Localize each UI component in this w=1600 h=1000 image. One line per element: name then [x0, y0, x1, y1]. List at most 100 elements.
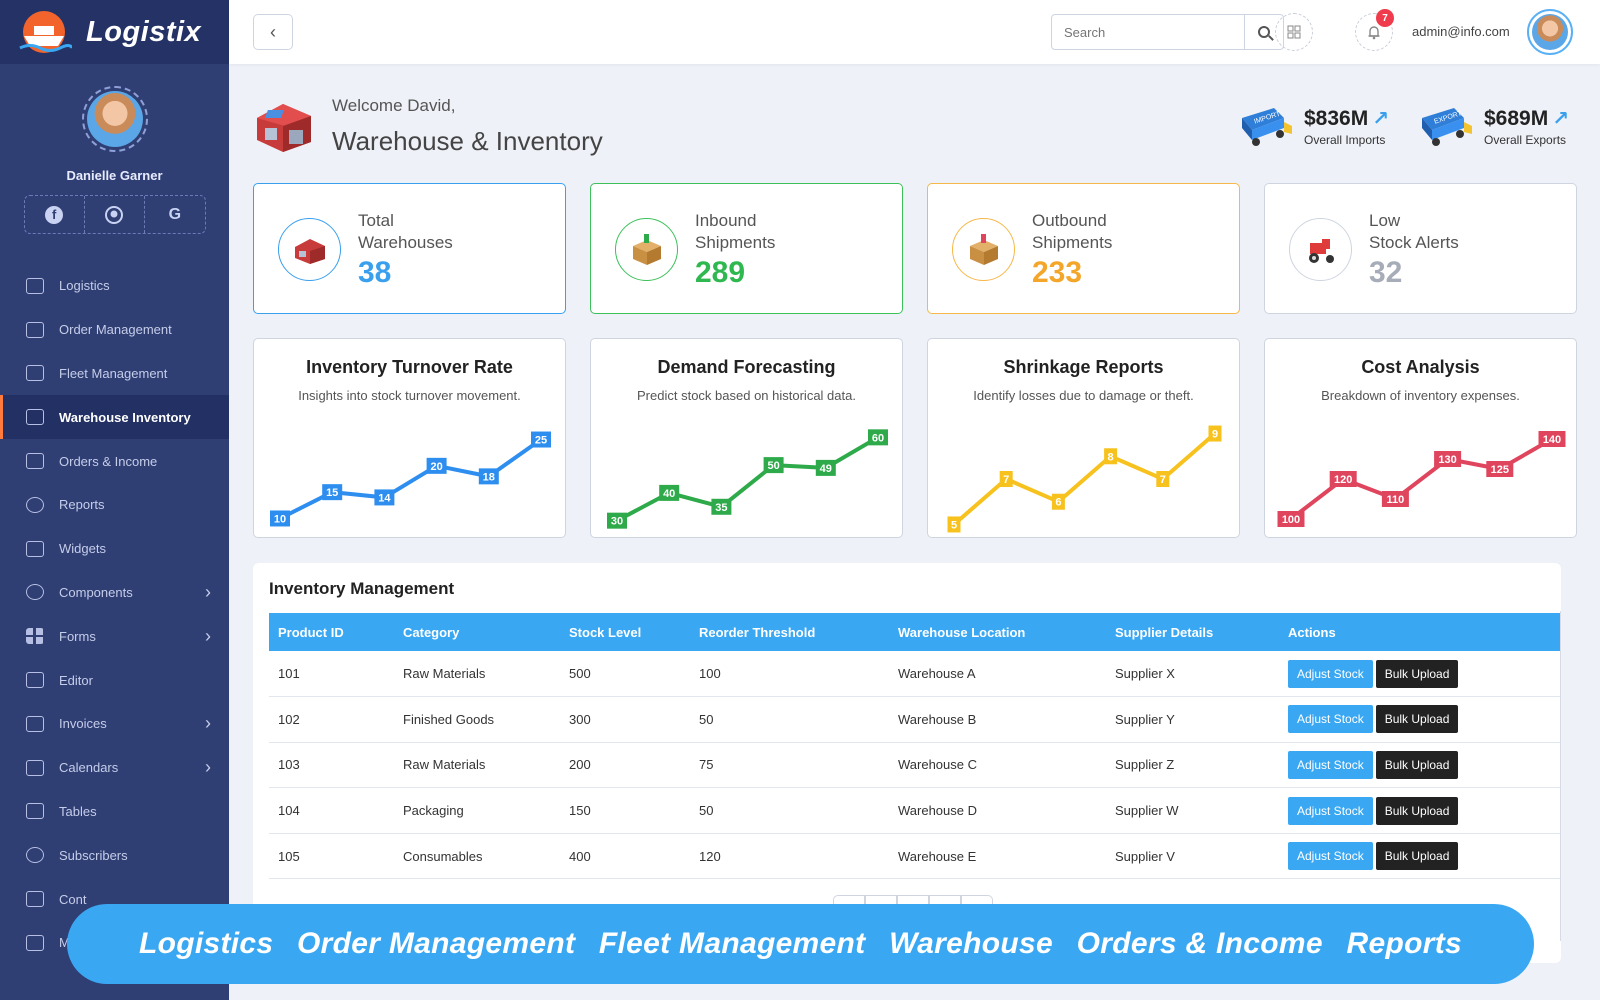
table-cell: Finished Goods	[394, 696, 560, 743]
sidebar-item-reports[interactable]: Reports	[0, 483, 229, 527]
sidebar-nav: Logistics Order Management Fleet Managemen…	[0, 264, 229, 965]
line-chart: 100 120 110 130 125 140	[1277, 431, 1566, 527]
table-cell: Warehouse C	[889, 742, 1106, 789]
table-cell: 103	[269, 742, 394, 789]
stat-card-shipments[interactable]: Inbound Shipments 289	[590, 183, 903, 314]
column-header[interactable]: Actions	[1279, 613, 1561, 651]
column-header[interactable]: Stock Level	[560, 613, 690, 651]
adjust-stock-button[interactable]: Adjust Stock	[1288, 705, 1373, 734]
column-header[interactable]: Reorder Threshold	[690, 613, 889, 651]
sidebar-item-label: Calendars	[59, 760, 119, 776]
column-header[interactable]: Category	[394, 613, 560, 651]
ship-logo-icon	[16, 10, 74, 54]
sidebar-item-forms[interactable]: Forms ›	[0, 614, 229, 658]
data-label: 125	[1491, 464, 1509, 476]
collapse-sidebar-button[interactable]: ‹	[253, 14, 293, 50]
table-cell: Warehouse E	[889, 833, 1106, 880]
sidebar-item-orders-income[interactable]: Orders & Income	[0, 439, 229, 483]
sidebar-item-m[interactable]: M	[0, 921, 229, 965]
outbound-box-icon	[952, 218, 1015, 281]
actions-cell: Adjust Stock Bulk Upload	[1279, 742, 1561, 789]
chart-subtitle: Identify losses due to damage or theft.	[973, 388, 1194, 403]
chart-card-cost-analysis[interactable]: Cost Analysis Breakdown of inventory expe…	[1264, 338, 1577, 538]
adjust-stock-button[interactable]: Adjust Stock	[1288, 659, 1373, 688]
table-cell: Supplier X	[1106, 651, 1279, 698]
table-cell: Supplier W	[1106, 787, 1279, 834]
data-point	[1051, 493, 1065, 510]
adjust-stock-button[interactable]: Adjust Stock	[1288, 750, 1373, 779]
chevron-right-icon: ›	[205, 757, 211, 778]
series-line	[616, 435, 880, 523]
data-label: 6	[1055, 497, 1061, 509]
sidebar-item-invoices[interactable]: Invoices ›	[0, 702, 229, 746]
table-cell: 50	[690, 696, 889, 743]
sidebar-item-components[interactable]: Components ›	[0, 571, 229, 615]
data-point	[815, 459, 836, 476]
search-box	[1051, 14, 1284, 50]
user-email[interactable]: admin@info.com	[1412, 24, 1510, 39]
banner-item: Reports	[1346, 927, 1462, 960]
data-point	[999, 471, 1013, 487]
data-point	[1277, 511, 1305, 527]
profile-avatar[interactable]	[81, 86, 148, 152]
sidebar-item-editor[interactable]: Editor	[0, 658, 229, 702]
sidebar-item-subscribers[interactable]: Subscribers	[0, 833, 229, 877]
data-label: 8	[1108, 451, 1114, 463]
brand[interactable]: Logistix	[0, 0, 229, 64]
sidebar-item-logistics[interactable]: Logistics	[0, 264, 229, 308]
column-header[interactable]: Supplier Details	[1106, 613, 1279, 651]
google-icon[interactable]: G	[168, 205, 182, 223]
chevron-right-icon: ›	[205, 713, 211, 734]
apps-button[interactable]	[1275, 13, 1313, 51]
table-cell: 101	[269, 651, 394, 698]
sidebar-item-tables[interactable]: Tables	[0, 790, 229, 834]
bulk-upload-button[interactable]: Bulk Upload	[1375, 705, 1459, 734]
calendar-icon	[26, 759, 44, 776]
sidebar-item-fleet-management[interactable]: Fleet Management	[0, 352, 229, 396]
adjust-stock-button[interactable]: Adjust Stock	[1288, 842, 1373, 871]
bulk-upload-button[interactable]: Bulk Upload	[1375, 796, 1459, 825]
data-point	[322, 484, 343, 501]
stat-card-stock-alerts[interactable]: Low Stock Alerts 32	[1264, 183, 1577, 314]
data-label: 49	[820, 463, 832, 475]
user-avatar[interactable]	[1527, 9, 1573, 55]
sidebar-item-cont[interactable]: Cont	[0, 877, 229, 921]
data-point	[947, 516, 961, 533]
notifications-button[interactable]: 7	[1355, 9, 1394, 51]
table-cell: Warehouse D	[889, 787, 1106, 834]
chart-card-demand-forecasting[interactable]: Demand Forecasting Predict stock based on…	[590, 338, 903, 538]
bulk-upload-button[interactable]: Bulk Upload	[1375, 750, 1459, 779]
facebook-icon[interactable]: f	[25, 196, 85, 233]
tractor-icon	[1289, 218, 1352, 281]
data-label: 30	[611, 516, 623, 528]
actions-cell: Adjust Stock Bulk Upload	[1279, 696, 1561, 743]
exports-value: $689M	[1484, 106, 1549, 130]
sidebar-item-label: Components	[59, 584, 133, 600]
chart-card-shrinkage-reports[interactable]: Shrinkage Reports Identify losses due to …	[927, 338, 1240, 538]
chevron-left-icon: ‹	[270, 21, 276, 42]
search-input[interactable]	[1052, 15, 1244, 49]
inventory-title: Inventory Management	[269, 579, 455, 598]
sidebar-item-warehouse-inventory[interactable]: Warehouse Inventory	[0, 395, 229, 440]
table-cell: Supplier V	[1106, 833, 1279, 880]
topbar: ‹ 7 admin@info.com	[229, 0, 1600, 64]
truck-icon	[26, 321, 44, 338]
chart-card-inventory-turnover-rate[interactable]: Inventory Turnover Rate Insights into sto…	[253, 338, 566, 538]
bulk-upload-button[interactable]: Bulk Upload	[1375, 842, 1459, 871]
stat-card-warehouses[interactable]: Total Warehouses 38	[253, 183, 566, 314]
github-icon[interactable]	[85, 196, 146, 233]
sidebar-item-label: Warehouse Inventory	[59, 409, 191, 425]
adjust-stock-button[interactable]: Adjust Stock	[1288, 796, 1373, 825]
sidebar-item-order-management[interactable]: Order Management	[0, 308, 229, 352]
grid-icon	[26, 628, 44, 645]
table-row: 104 Packaging 150 50 Warehouse D Supplier W Ad…	[269, 787, 1561, 834]
bulk-upload-button[interactable]: Bulk Upload	[1375, 659, 1459, 688]
search-button[interactable]	[1244, 15, 1283, 49]
data-point	[531, 431, 551, 448]
stat-card-shipments[interactable]: Outbound Shipments 233	[927, 183, 1240, 314]
column-header[interactable]: Product ID	[269, 613, 394, 651]
sidebar-item-calendars[interactable]: Calendars ›	[0, 746, 229, 790]
column-header[interactable]: Warehouse Location	[889, 613, 1106, 651]
sidebar-item-widgets[interactable]: Widgets	[0, 527, 229, 571]
line-chart: 30 40 35 50 49 60	[607, 429, 888, 529]
